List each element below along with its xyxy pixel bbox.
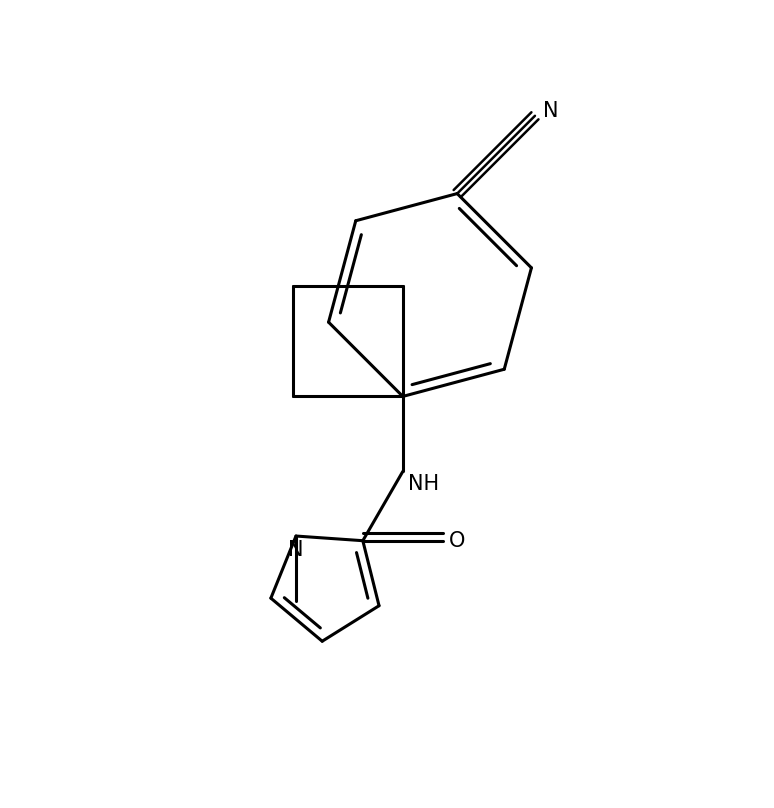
Text: NH: NH — [408, 474, 439, 494]
Text: N: N — [543, 101, 559, 121]
Text: O: O — [449, 531, 465, 551]
Text: N: N — [288, 540, 303, 560]
